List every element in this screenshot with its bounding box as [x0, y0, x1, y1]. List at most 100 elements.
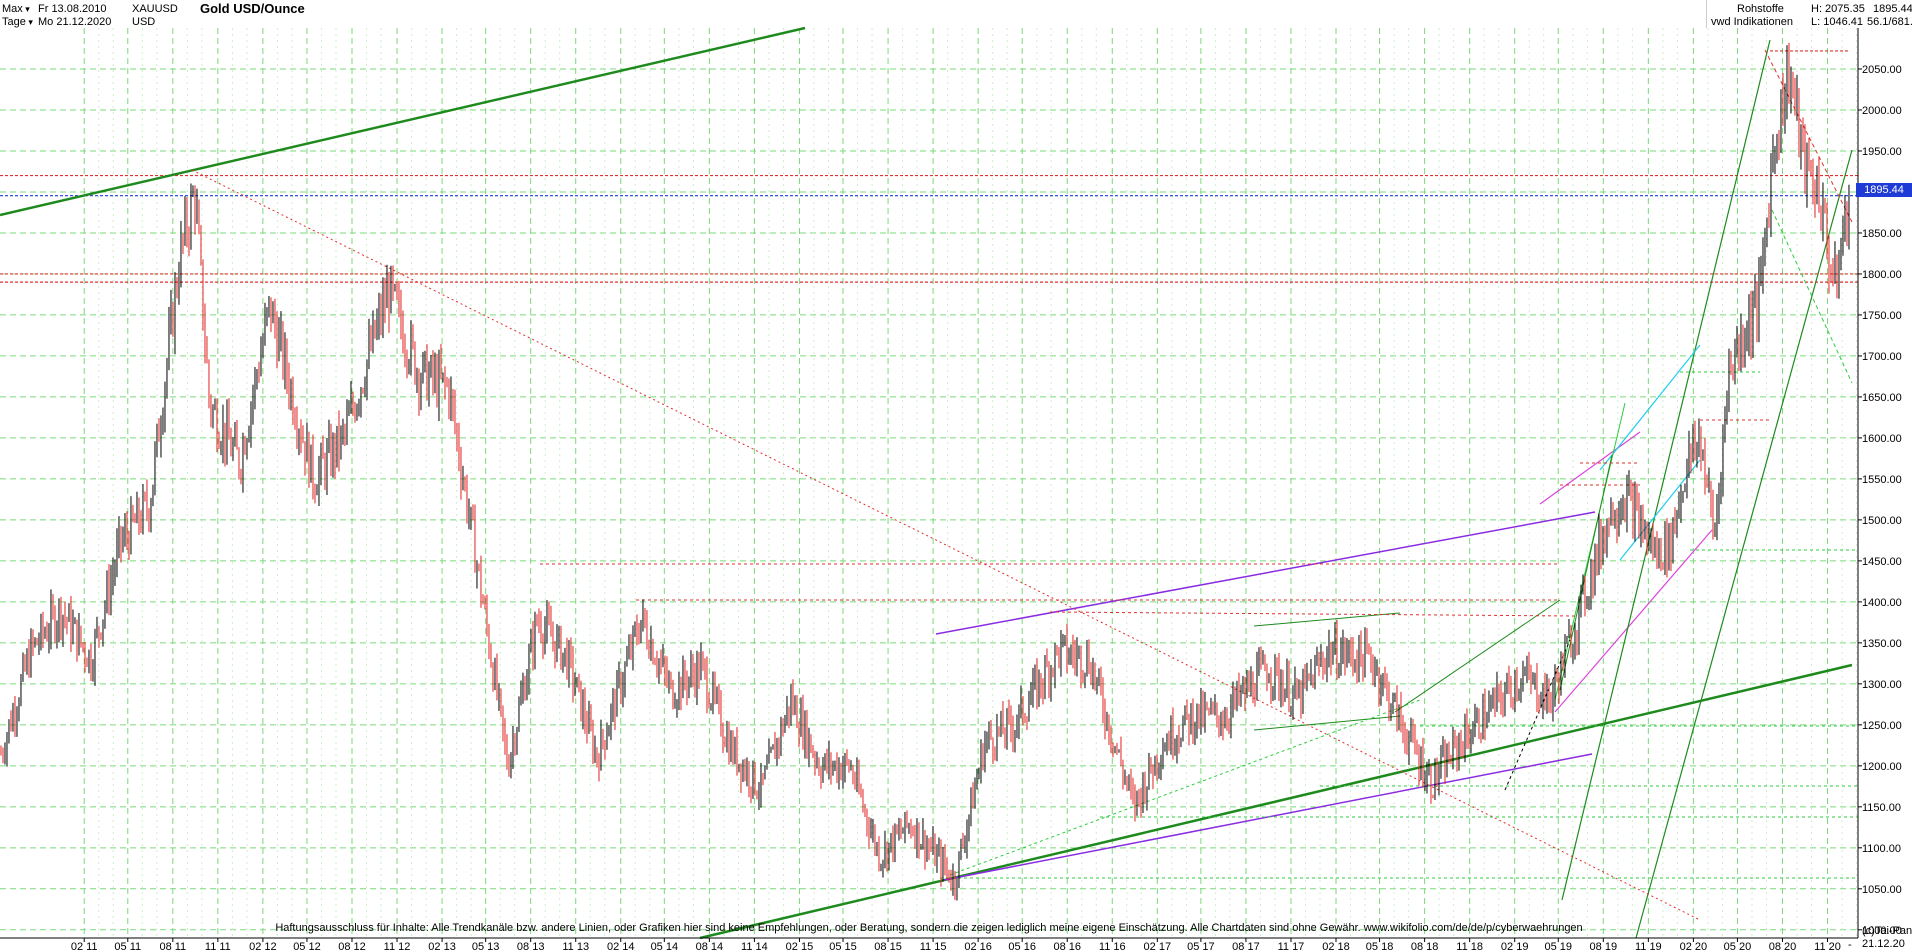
- green-rise-1: [1554, 402, 1626, 701]
- y-tick-label: 1150.00: [1862, 802, 1901, 814]
- y-tick-label: 1700.00: [1862, 351, 1902, 363]
- period-dropdown[interactable]: Max: [2, 3, 30, 15]
- source-label: vwd Indikationen: [1711, 16, 1793, 28]
- x-tick-label: 08 12: [338, 941, 366, 952]
- x-tick-label: 05 11: [114, 941, 141, 952]
- y-tick-label: 1100.00: [1862, 843, 1901, 855]
- y-tick-label: 1850.00: [1862, 228, 1902, 240]
- x-tick-label: 02 15: [786, 941, 814, 952]
- channel-pink-lower: [1554, 529, 1713, 713]
- horizontal-levels: [0, 50, 1858, 283]
- y-tick-label: 1750.00: [1862, 310, 1902, 322]
- chart-bg-left-band: [0, 0, 28, 938]
- trend-annotations: [0, 26, 1858, 940]
- y-tick-label: 1500.00: [1862, 515, 1902, 527]
- green-rise-2: [1559, 454, 1613, 691]
- last-value: 1895.44: [1873, 3, 1912, 15]
- x-tick-label: 02 16: [964, 941, 992, 952]
- x-tick-label: 11 16: [1099, 941, 1126, 952]
- end-marker: -: [1848, 939, 1852, 951]
- y-tick-label: 1600.00: [1862, 433, 1902, 445]
- copyright-text: (c)Tai-Pan: [1862, 925, 1912, 937]
- y-axis-panel: [1858, 0, 1912, 938]
- channel-pink-upper: [1539, 431, 1641, 505]
- y-tick-label: 1450.00: [1862, 556, 1902, 568]
- x-tick-label: 05 16: [1008, 941, 1036, 952]
- x-tick-label: 11 19: [1635, 941, 1662, 952]
- symbol-label: XAUUSD: [132, 3, 178, 15]
- x-tick-label: 08 11: [159, 941, 186, 952]
- category-label: Rohstoffe: [1737, 3, 1784, 15]
- x-tick-label: 05 19: [1544, 941, 1572, 952]
- trendline-support: [699, 663, 1853, 940]
- green-rise-3: [1394, 599, 1561, 713]
- channel-purple-upper: [935, 511, 1596, 635]
- trendline-upper: [0, 26, 806, 217]
- x-tick-label: 08 13: [517, 941, 545, 952]
- x-tick-label: 11 15: [920, 941, 947, 952]
- y-tick-label: 2050.00: [1862, 64, 1902, 76]
- y-tick-label: 1050.00: [1862, 884, 1902, 896]
- currency-label: USD: [132, 16, 156, 28]
- x-tick-labels: 02 11 05 11 08 11 11 11 02 12 05 12 08 12 11 12…: [71, 938, 1841, 952]
- x-tick-label: 08 20: [1769, 941, 1797, 952]
- y-tick-label: 1950.00: [1862, 146, 1902, 158]
- x-tick-label: 02 17: [1144, 941, 1172, 952]
- y-tick-label: 1550.00: [1862, 474, 1902, 486]
- x-tick-label: 02 11: [71, 941, 98, 952]
- x-tick-label: 08 19: [1590, 941, 1618, 952]
- x-tick-label: 02 14: [607, 941, 635, 952]
- y-tick-label: 1250.00: [1862, 720, 1902, 732]
- x-tick-label: 08 18: [1411, 941, 1439, 952]
- x-tick-label: 05 12: [293, 941, 321, 952]
- resistance-decline: [191, 169, 1701, 921]
- y-tick-label: 2000.00: [1862, 105, 1902, 117]
- green-flat-1: [1253, 612, 1401, 627]
- quote-panel: Rohstoffe vwd Indikationen H: 2075.35 L:…: [1706, 0, 1912, 28]
- x-tick-label: 02 12: [249, 941, 277, 952]
- x-tick-label: 08 17: [1232, 941, 1260, 952]
- y-tick-label: 1350.00: [1862, 638, 1902, 650]
- y-tick-label: 1200.00: [1862, 761, 1902, 773]
- date-from: Fr 13.08.2010: [38, 3, 107, 15]
- x-tick-label: 11 13: [562, 941, 589, 952]
- x-tick-label: 05 14: [651, 941, 679, 952]
- x-tick-label: 08 16: [1053, 941, 1081, 952]
- x-tick-label: 02 18: [1322, 941, 1350, 952]
- channel-steep-left: [1561, 39, 1771, 901]
- x-tick-label: 02 13: [428, 941, 456, 952]
- end-date-label: 21.12.20: [1862, 938, 1905, 950]
- low-value: L: 1046.41: [1811, 16, 1863, 28]
- channel-steep-right: [1635, 149, 1853, 939]
- x-tick-label: 11 17: [1278, 941, 1305, 952]
- high-value: H: 2075.35: [1811, 3, 1865, 15]
- green-flat-2: [1253, 715, 1401, 731]
- x-tick-label: 11 12: [384, 941, 411, 952]
- x-tick-label: 08 15: [874, 941, 902, 952]
- x-tick-label: 02 19: [1501, 941, 1529, 952]
- x-tick-label: 05 15: [829, 941, 857, 952]
- cyan-line-upper: [1599, 344, 1701, 471]
- x-tick-label: 08 14: [696, 941, 724, 952]
- date-to: Mo 21.12.2020: [38, 16, 112, 28]
- x-tick-label: 05 18: [1366, 941, 1394, 952]
- green-decline-top: [1771, 209, 1853, 384]
- chart-grid: [0, 28, 1858, 938]
- disclaimer-text: Haftungsausschluss für Inhalte: Alle Tre…: [275, 922, 1583, 934]
- x-tick-label: 11 20: [1814, 941, 1841, 952]
- interval-dropdown[interactable]: Tage: [2, 16, 33, 28]
- chart-title: Gold USD/Ounce: [200, 1, 305, 16]
- y-tick-label: 1300.00: [1862, 679, 1902, 691]
- y-tick-label: 1000.00: [1862, 925, 1902, 937]
- chart-background: [0, 0, 1858, 938]
- x-tick-label: 05 13: [472, 941, 500, 952]
- x-tick-label: 05 20: [1724, 941, 1752, 952]
- y-tick-label: 1650.00: [1862, 392, 1902, 404]
- price-series: [0, 42, 1850, 901]
- y-tick-label: 1800.00: [1862, 269, 1902, 281]
- x-tick-label: 11 14: [741, 941, 768, 952]
- last-price-tag: 1895.44: [1856, 183, 1912, 197]
- x-tick-label: 11 11: [205, 941, 231, 952]
- x-tick-label: 11 18: [1456, 941, 1483, 952]
